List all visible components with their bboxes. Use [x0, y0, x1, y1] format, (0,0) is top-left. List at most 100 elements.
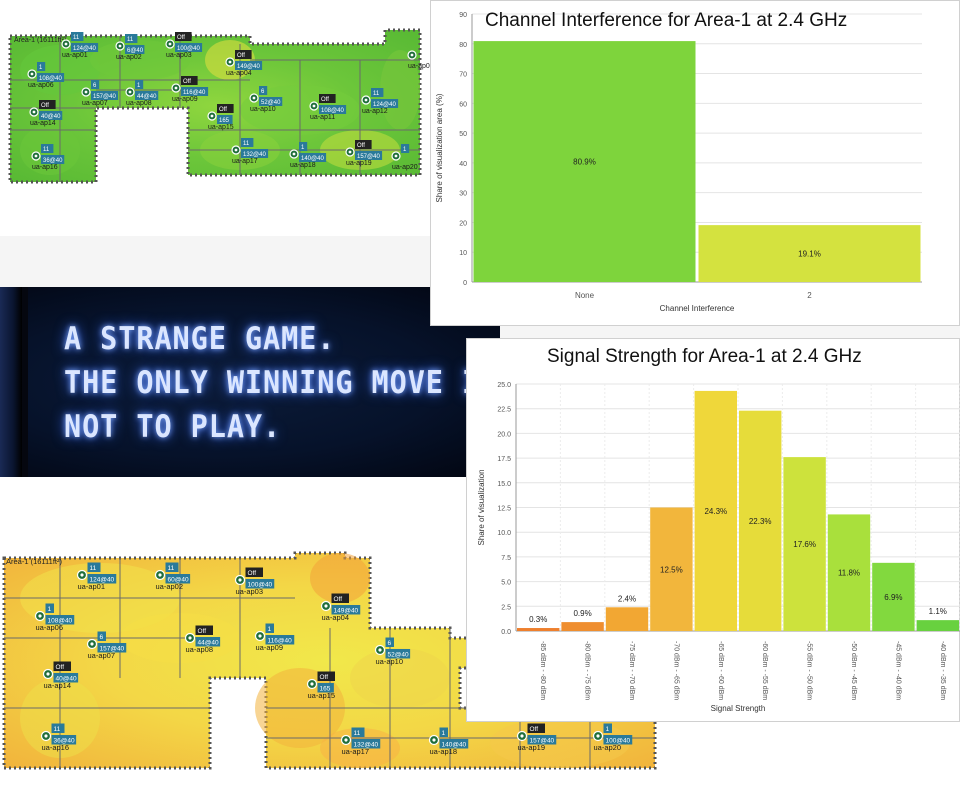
- channel-tag-text: 6: [100, 634, 104, 641]
- access-point-dot: [38, 614, 41, 617]
- channel-tag-text: Off: [530, 726, 539, 733]
- chart-title: Channel Interference for Area-1 at 2.4 G…: [485, 10, 847, 32]
- y-tick-label: 25.0: [497, 382, 511, 389]
- area-label: Area-1 (16111ft²): [14, 37, 66, 44]
- access-point-label: ua-ap17: [232, 158, 258, 165]
- channel-tag-text: 11: [168, 565, 175, 572]
- access-point-label: ua-ap03: [166, 52, 192, 59]
- access-point-dot: [80, 573, 83, 576]
- y-tick-label: 40: [459, 161, 467, 168]
- access-point-dot: [344, 738, 347, 741]
- crt-line-3: NOT TO PLAY.: [64, 405, 498, 449]
- access-point-dot: [90, 642, 93, 645]
- heat-zone: [380, 50, 420, 130]
- channel-tag-text: Off: [357, 143, 365, 149]
- channel-tag-text: 1: [268, 626, 272, 633]
- access-point-label: ua-ap17: [342, 747, 370, 756]
- channel-tag-text: Off: [183, 79, 191, 85]
- y-axis-title: Share of visualization area (%): [435, 93, 444, 202]
- access-point-dot: [310, 682, 313, 685]
- access-point-label: ua-ap04: [322, 613, 350, 622]
- access-point-label: ua-ap07: [88, 651, 116, 660]
- channel-tag-text: 6: [388, 640, 392, 647]
- floorplan-channel-svg: Area-1 (16111ft²) 11124@40ua-ap01116@40ua…: [0, 0, 430, 236]
- channel-tag-text: Off: [320, 674, 329, 681]
- access-point-dot: [175, 87, 178, 90]
- wargames-crt-screen: A STRANGE GAME. THE ONLY WINNING MOVE IS N…: [0, 287, 500, 477]
- bar-value-label: 11.8%: [838, 569, 860, 578]
- access-point-label: ua-ap06: [36, 623, 64, 632]
- access-point-dot: [258, 634, 261, 637]
- y-axis-title: Share of visualization: [477, 469, 486, 545]
- access-point-dot: [46, 672, 49, 675]
- access-point-dot: [395, 155, 398, 158]
- access-point-label: ua-ap16: [42, 743, 70, 752]
- bar-value-label: 0.9%: [573, 609, 591, 618]
- access-point-dot: [35, 155, 38, 158]
- channel-tag-text: Off: [219, 107, 227, 113]
- bar-1: [561, 622, 603, 631]
- area-label: Area-1 (16111ft²): [6, 557, 62, 566]
- bar-value-label: 80.9%: [573, 158, 596, 167]
- access-point-label: ua-ap15: [208, 124, 234, 131]
- access-point-dot: [253, 97, 256, 100]
- bar-value-label: 6.9%: [884, 593, 902, 602]
- access-point-label: ua-ap10: [250, 106, 276, 113]
- background-gap-left: [0, 236, 430, 287]
- channel-tag-text: Off: [177, 35, 185, 41]
- access-point-label: ua-ap19: [518, 743, 546, 752]
- access-point-dot: [596, 734, 599, 737]
- access-point-label: ua-ap20: [594, 743, 622, 752]
- channel-tag-text: Off: [321, 97, 329, 103]
- bar-value-label: 24.3%: [704, 507, 727, 516]
- access-point-label: ua-ap07: [82, 100, 108, 107]
- x-tick-label: 2: [807, 291, 812, 300]
- channel-tag-text: Off: [237, 53, 245, 59]
- access-point-dot: [44, 734, 47, 737]
- x-axis-title: Signal Strength: [711, 704, 766, 713]
- channel-tag-text: 1: [606, 726, 610, 733]
- access-point-label: ua-ap15: [308, 691, 336, 700]
- access-point-label: ua-ap01: [62, 52, 88, 59]
- bar-value-label: 2.4%: [618, 594, 636, 603]
- y-tick-label: 20.0: [497, 431, 511, 438]
- x-tick-label: -45 dBm - -40 dBm: [894, 641, 901, 700]
- access-point-label: ua-ap03: [236, 587, 264, 596]
- channel-tag-text: 11: [90, 565, 97, 572]
- x-tick-label: -55 dBm - -50 dBm: [806, 641, 813, 700]
- access-point-label: ua-ap09: [172, 96, 198, 103]
- bar-value-label: 19.1%: [798, 250, 821, 259]
- access-point-dot: [324, 604, 327, 607]
- access-point-dot: [119, 45, 122, 48]
- access-point-label: ua-ap02: [116, 54, 142, 61]
- access-point-label: ua-ap12: [362, 108, 388, 115]
- access-point-dot: [411, 54, 414, 57]
- access-point-dot: [520, 734, 523, 737]
- access-point-dot: [169, 43, 172, 46]
- x-tick-label: -60 dBm - -55 dBm: [761, 641, 768, 700]
- access-point-dot: [188, 636, 191, 639]
- bar-value-label: 0.3%: [529, 615, 547, 624]
- channel-tag-text: 11: [127, 37, 134, 43]
- access-point-dot: [229, 61, 232, 64]
- access-point-dot: [293, 153, 296, 156]
- channel-tag-text: 11: [54, 726, 61, 733]
- crt-message: A STRANGE GAME. THE ONLY WINNING MOVE IS N…: [64, 317, 498, 449]
- y-tick-label: 2.5: [501, 604, 511, 611]
- signal-strength-plot: 0.0 2.5 5.0 7.5 10.0 12.5 15.0 17.5 20.0 22.5 25.0…: [466, 338, 960, 722]
- access-point-label: ua-ap08: [126, 100, 152, 107]
- channel-interference-chart: Channel Interference for Area-1 at 2.4 G…: [430, 0, 960, 326]
- x-tick-label: -40 dBm - -35 dBm: [939, 641, 946, 700]
- channel-tag-text: 11: [73, 35, 80, 41]
- y-tick-label: 30: [459, 191, 467, 198]
- channel-tag-text: Off: [334, 596, 343, 603]
- y-tick-label: 5.0: [501, 580, 511, 587]
- access-point-label: ua-ap01: [78, 582, 106, 591]
- access-point-dot: [432, 738, 435, 741]
- y-tick-label: 10.0: [497, 530, 511, 537]
- access-point-label: ua-ap18: [430, 747, 458, 756]
- bar-2: [606, 607, 648, 631]
- bar-value-label: 22.3%: [749, 517, 772, 526]
- channel-tag-text: Off: [41, 103, 49, 109]
- bar-value-label: 17.6%: [793, 540, 816, 549]
